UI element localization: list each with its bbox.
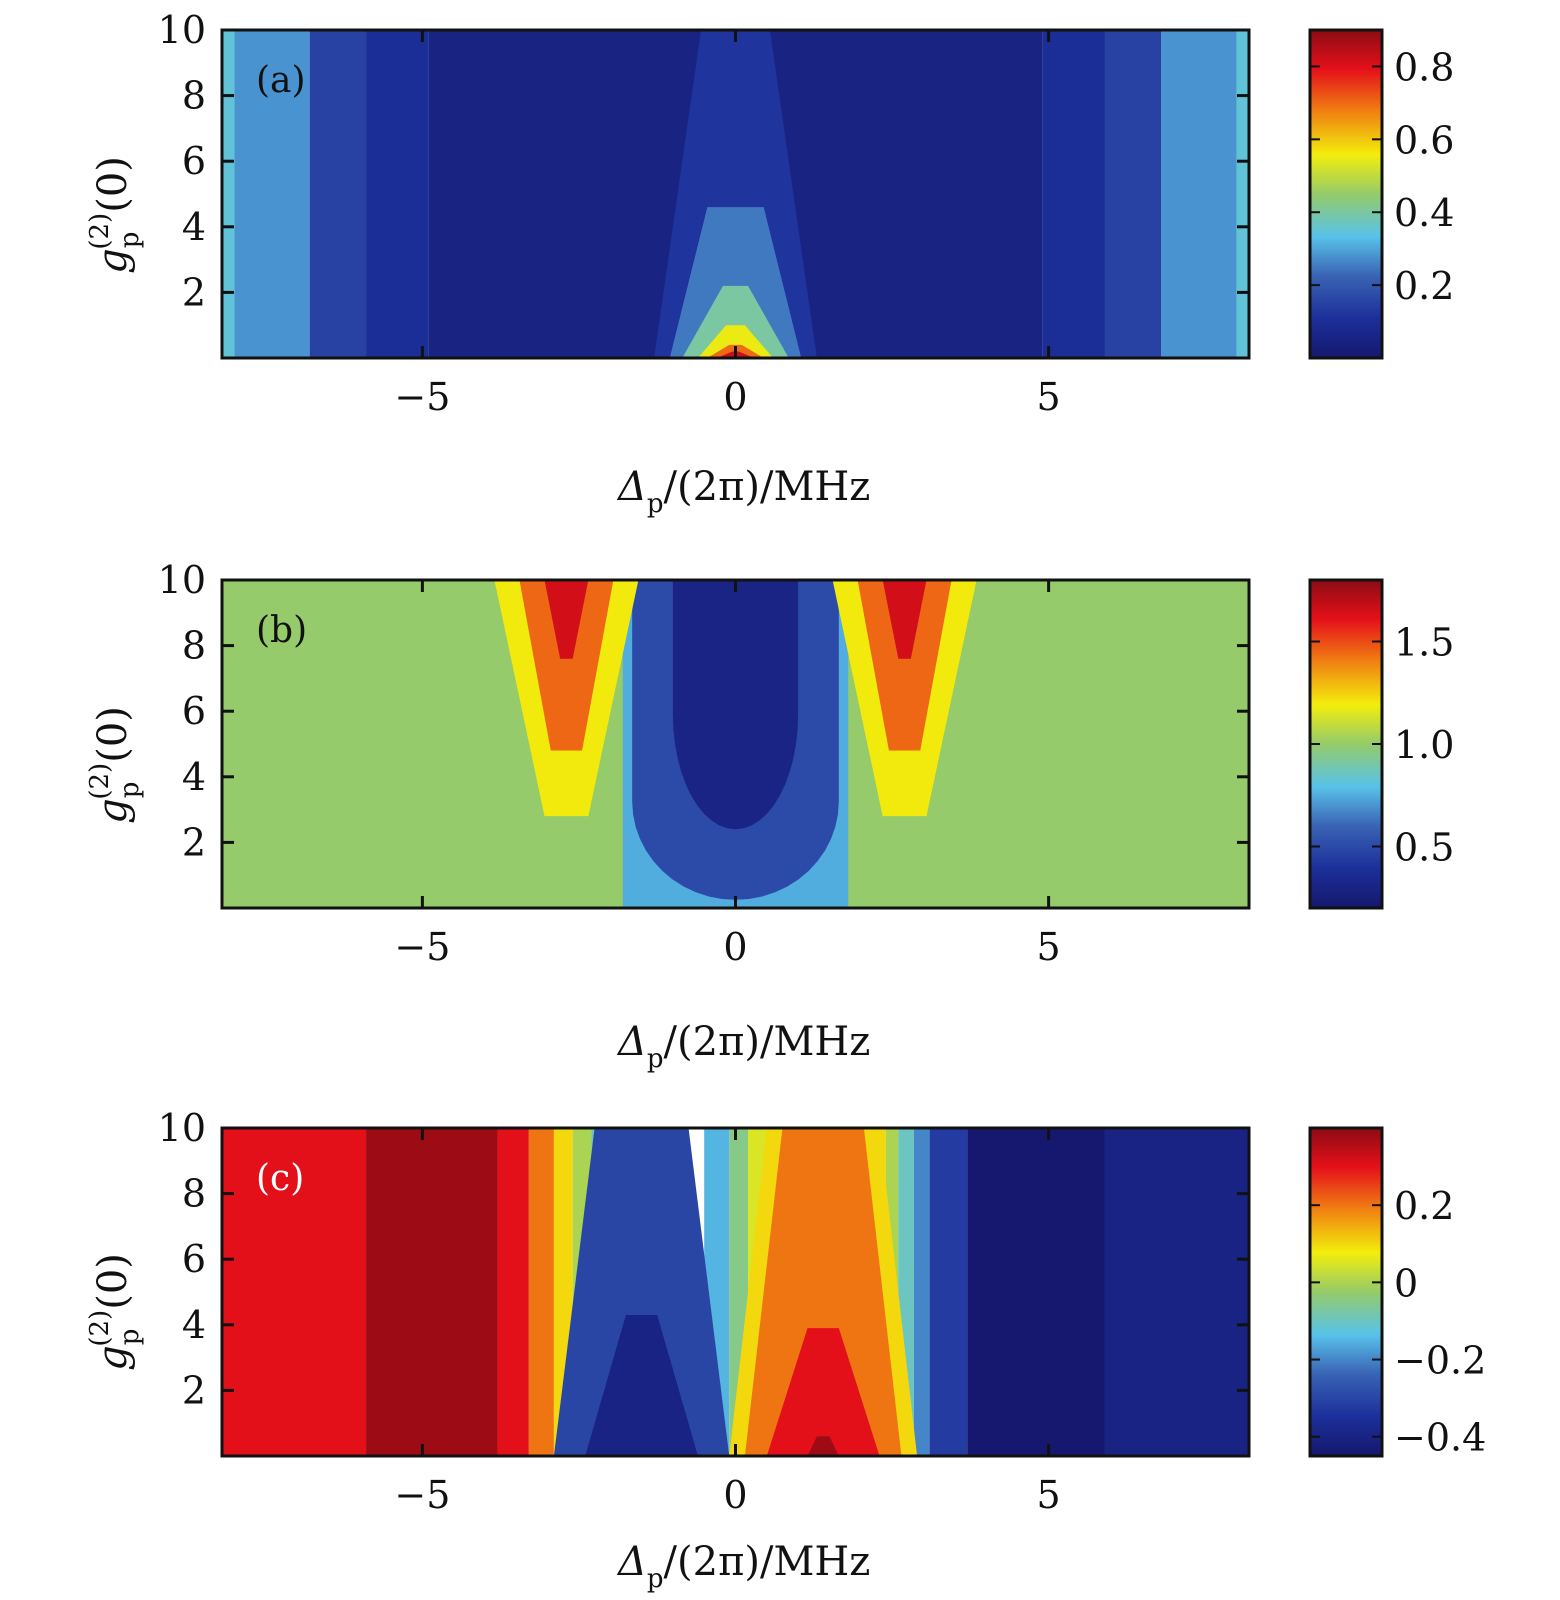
x-ticks-b: −5 0 5 (394, 580, 1061, 969)
colorbar-gradient (1308, 28, 1384, 360)
heat-contour (672, 580, 799, 830)
x-tick-label: 5 (1037, 1473, 1061, 1517)
y-tick-label: 2 (182, 270, 206, 314)
heat-band (528, 1128, 554, 1456)
heat-contour (744, 1128, 902, 1456)
plot-area-c (222, 1128, 1249, 1456)
x-ticks-a: −5 0 5 (394, 30, 1061, 419)
colorbar-b: 0.5 1.0 1.5 (1308, 578, 1454, 910)
colorbar-tick-label: 1.0 (1394, 723, 1454, 767)
colorbar-tick-label: 0.6 (1394, 118, 1454, 162)
panel-label-c: (c) (256, 1158, 304, 1199)
heat-band (1042, 30, 1105, 358)
panel-label-b: (b) (256, 610, 307, 651)
x-tick-label: −5 (394, 925, 450, 969)
heat-band (1161, 30, 1237, 358)
colorbar-gradient (1308, 578, 1384, 910)
heat-contour (585, 1314, 698, 1456)
heat-band (497, 1128, 529, 1456)
colorbar-tick-label: 1.5 (1394, 621, 1454, 665)
y-ticks-a: 2 4 6 8 10 (158, 8, 1249, 314)
y-tick-label: 8 (182, 624, 206, 668)
x-ticks-c: −5 0 5 (394, 1128, 1061, 1517)
x-axis-label-b: Δp/(2π)/MHz (616, 1019, 870, 1074)
x-tick-label: 0 (723, 375, 747, 419)
heat-band (929, 1128, 968, 1456)
colorbar-tick-label: 0.5 (1394, 826, 1454, 870)
y-tick-label: 4 (182, 755, 206, 799)
heat-band (1236, 30, 1249, 358)
y-tick-label: 10 (158, 1106, 206, 1150)
colorbar-tick-label: 0.4 (1394, 191, 1454, 235)
y-tick-label: 10 (158, 8, 206, 52)
heat-contour (519, 580, 614, 751)
x-tick-label: 0 (723, 1473, 747, 1517)
y-tick-label: 6 (182, 689, 206, 733)
heat-band (967, 1128, 1105, 1456)
y-tick-label: 4 (182, 1303, 206, 1347)
y-tick-label: 8 (182, 1172, 206, 1216)
plot-area-b (222, 580, 1249, 908)
y-axis-label-b: gp(2)(0) (85, 706, 145, 824)
plot-area-a (222, 30, 1249, 358)
x-tick-label: 0 (723, 925, 747, 969)
y-tick-label: 6 (182, 139, 206, 183)
y-tick-label: 8 (182, 74, 206, 118)
y-tick-label: 4 (182, 205, 206, 249)
y-tick-label: 6 (182, 1237, 206, 1281)
heat-contour (697, 325, 774, 358)
colorbar-tick-label: 0.2 (1394, 264, 1454, 308)
colorbar-tick-label: 0 (1394, 1261, 1418, 1305)
heat-contour (882, 580, 927, 659)
y-tick-label: 10 (158, 558, 206, 602)
heat-band (234, 30, 310, 358)
heat-contour (807, 1436, 839, 1456)
colorbar-tick-label: 0.2 (1394, 1184, 1454, 1228)
x-tick-label: 5 (1037, 375, 1061, 419)
heat-contour (544, 580, 589, 659)
heat-band (1104, 30, 1162, 358)
y-ticks-c: 2 4 6 8 10 (158, 1106, 1249, 1412)
heat-band (222, 1128, 367, 1456)
heat-contour (553, 1128, 730, 1456)
y-axis-label-c: gp(2)(0) (85, 1253, 145, 1371)
y-axis-label-a: gp(2)(0) (85, 156, 145, 274)
y-tick-label: 2 (182, 1368, 206, 1412)
panel-a: (a) −5 0 5 2 4 6 8 10 Δp/(2π)/MHz gp(2)(0) 0.2… (85, 8, 1454, 519)
heat-band (366, 30, 429, 358)
colorbar-gradient (1308, 1126, 1384, 1458)
x-tick-label: −5 (394, 375, 450, 419)
x-tick-label: 5 (1037, 925, 1061, 969)
x-tick-label: −5 (394, 1473, 450, 1517)
colorbar-a: 0.2 0.4 0.6 0.8 (1308, 28, 1454, 360)
heat-band (309, 30, 367, 358)
heat-band (913, 1128, 930, 1456)
heat-band (222, 30, 235, 358)
heat-band (1104, 1128, 1249, 1456)
x-axis-label-a: Δp/(2π)/MHz (616, 464, 870, 519)
colorbar-tick-label: 0.8 (1394, 45, 1454, 89)
heat-contour (857, 580, 952, 751)
colorbar-tick-label: −0.2 (1394, 1339, 1486, 1383)
colorbar-c: 0.2 0 −0.2 −0.4 (1308, 1126, 1486, 1460)
panel-c: (c) −5 0 5 2 4 6 8 10 Δp/(2π)/MHz gp(2)(0) 0.2… (85, 1106, 1486, 1594)
heat-band (366, 1128, 498, 1456)
y-ticks-b: 2 4 6 8 10 (158, 558, 1249, 864)
y-tick-label: 2 (182, 820, 206, 864)
x-axis-label-c: Δp/(2π)/MHz (616, 1539, 870, 1594)
panel-label-a: (a) (256, 60, 306, 101)
heat-contour (766, 1328, 880, 1456)
heat-contour (682, 285, 789, 358)
colorbar-tick-label: −0.4 (1394, 1416, 1486, 1460)
panel-b: (b) −5 0 5 2 4 6 8 10 Δp/(2π)/MHz gp(2)(0) 0.5… (85, 558, 1454, 1074)
heat-contour (669, 207, 802, 358)
